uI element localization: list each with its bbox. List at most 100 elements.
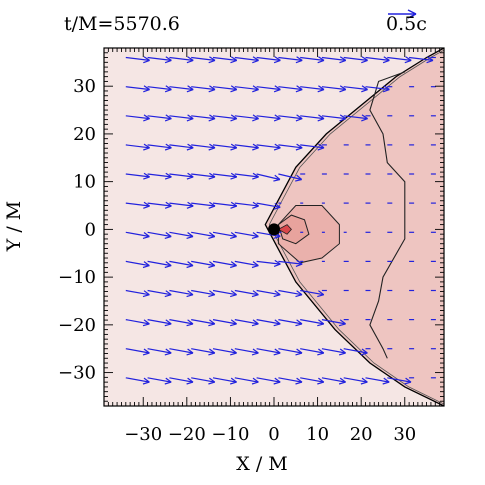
velocity-arrow-head (143, 407, 149, 413)
velocity-arrow (191, 289, 215, 296)
y-axis-label: Y / M (3, 201, 25, 252)
velocity-arrow-head (164, 319, 172, 327)
velocity-arrow-head (164, 348, 172, 356)
velocity-arrow-head (164, 114, 172, 122)
velocity-arrow (234, 173, 259, 178)
velocity-arrow-head (339, 114, 347, 122)
velocity-arrow (256, 377, 281, 383)
velocity-arrow (212, 173, 237, 178)
velocity-arrow-head (186, 201, 194, 209)
velocity-arrow-head (295, 114, 303, 122)
velocity-arrow (322, 407, 346, 411)
velocity-arrow-head (361, 56, 368, 64)
velocity-arrow-head (295, 290, 303, 298)
velocity-arrow (278, 289, 303, 296)
velocity-arrow-head (338, 348, 346, 356)
velocity-arrow (300, 144, 325, 149)
velocity-arrow-head (186, 172, 194, 180)
velocity-arrow-head (295, 85, 303, 93)
velocity-arrow-head (360, 377, 368, 385)
velocity-arrow-head (339, 407, 346, 413)
velocity-arrow-head (317, 143, 325, 151)
velocity-arrow-head (142, 348, 150, 356)
velocity-arrow-head (404, 377, 412, 385)
velocity-arrow-head (317, 319, 325, 327)
velocity-arrow (125, 115, 150, 120)
velocity-arrow-head (208, 377, 216, 385)
velocity-arrow (409, 56, 434, 61)
velocity-arrow-head (405, 407, 412, 413)
velocity-arrow-head (187, 407, 193, 413)
velocity-arrow (125, 202, 150, 207)
velocity-arrow (256, 173, 281, 181)
velocity-arrow (125, 377, 150, 383)
velocity-arrow (343, 377, 368, 383)
velocity-arrow (256, 319, 281, 325)
velocity-arrow-head (317, 114, 325, 122)
velocity-arrow-head (295, 174, 303, 182)
velocity-arrow (212, 377, 237, 383)
velocity-arrow-head (251, 377, 259, 385)
shocked-region (265, 48, 444, 406)
velocity-arrow-head (273, 202, 281, 210)
velocity-arrow (212, 231, 237, 238)
time-label: t/M=5570.6 (64, 13, 180, 35)
velocity-arrow-head (142, 261, 150, 269)
velocity-arrow-head (317, 348, 325, 356)
velocity-arrow (125, 348, 150, 354)
velocity-arrow-head (164, 201, 172, 209)
velocity-arrow (212, 202, 237, 207)
velocity-arrow-head (208, 85, 216, 93)
velocity-arrow-head (230, 143, 238, 151)
x-ticks (103, 48, 445, 406)
velocity-arrow-head (142, 232, 150, 239)
x-tick-label: −30 (124, 424, 162, 445)
y-ticks (104, 47, 444, 407)
y-tick-label: −20 (58, 315, 96, 336)
velocity-arrow-head (339, 85, 347, 93)
x-axis-label: X / M (236, 453, 287, 475)
velocity-arrow-head (426, 407, 432, 413)
velocity-arrow (212, 289, 237, 296)
velocity-arrow-head (317, 56, 325, 64)
y-tick-label: 10 (73, 172, 96, 193)
velocity-arrow (278, 407, 302, 411)
velocity-arrow (169, 260, 194, 267)
velocity-arrow (126, 407, 150, 411)
velocity-arrow (125, 289, 150, 296)
velocity-arrow-head (186, 143, 194, 151)
velocity-arrow (125, 56, 150, 61)
velocity-arrow (191, 348, 215, 354)
velocity-arrow-head (273, 56, 281, 64)
velocity-arrow (321, 115, 346, 120)
velocity-arrow-head (186, 290, 194, 298)
velocity-arrow (278, 348, 303, 354)
velocity-arrow (191, 231, 215, 238)
velocity-arrow (191, 144, 216, 149)
velocity-arrow (300, 407, 324, 411)
velocity-arrow-head (186, 56, 194, 64)
velocity-arrow (169, 319, 194, 325)
velocity-arrow (321, 348, 346, 354)
velocity-arrow (278, 173, 302, 181)
velocity-arrow-head (273, 259, 281, 267)
velocity-arrow (300, 319, 324, 325)
velocity-arrow-head (295, 143, 303, 151)
velocity-arrow-head (142, 377, 150, 385)
velocity-arrow-head (230, 172, 238, 180)
velocity-arrow-head (273, 114, 281, 122)
velocity-arrow (234, 348, 259, 354)
velocity-arrow (387, 407, 411, 411)
velocity-arrow (256, 144, 281, 149)
velocity-arrow-head (382, 85, 390, 93)
velocity-arrow (147, 202, 172, 207)
velocity-arrow-head (164, 261, 172, 269)
velocity-arrow-head (142, 319, 150, 327)
contour-inner (277, 214, 310, 245)
velocity-arrow (278, 115, 303, 120)
velocity-arrow (278, 86, 303, 91)
velocity-arrow-head (186, 85, 194, 93)
velocity-arrow-head (251, 232, 259, 239)
velocity-arrow-head (273, 377, 281, 385)
